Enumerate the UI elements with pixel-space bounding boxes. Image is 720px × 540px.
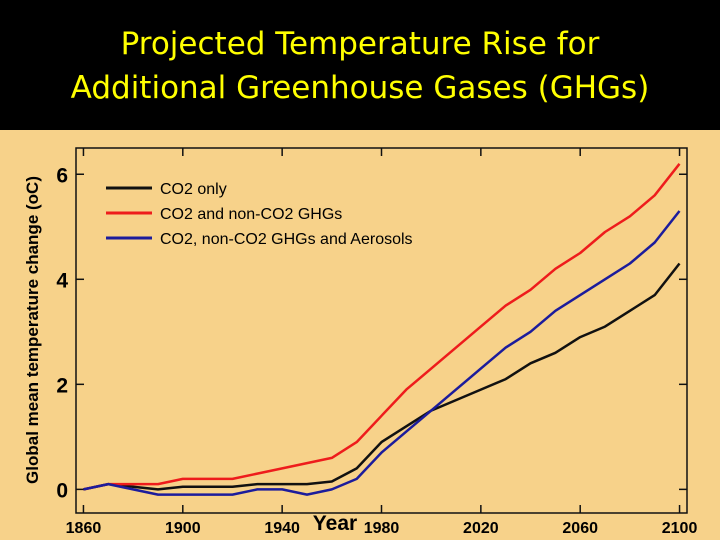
slide-title-line-1: Projected Temperature Rise for: [120, 26, 600, 62]
x-tick-label: 2100: [662, 520, 698, 537]
legend: CO2 only CO2 and non-CO2 GHGs CO2, non-C…: [106, 181, 413, 248]
x-tick-label: 2020: [463, 520, 499, 537]
y-axis-label: Global mean temperature change (oC): [23, 176, 42, 484]
series-lines: [83, 163, 681, 496]
y-tick-label: 2: [56, 374, 68, 397]
legend-label-aerosols: CO2, non-CO2 GHGs and Aerosols: [160, 231, 413, 248]
series-line-co2-non-co2-ghgs-and-aerosols: [83, 210, 681, 496]
slide-title: Projected Temperature Rise for Additiona…: [0, 0, 720, 128]
legend-label-co2-non-co2: CO2 and non-CO2 GHGs: [160, 206, 342, 223]
axis-ticks: 1860 1900 1940 1980 2020 2060 2100 0 2 4 6: [56, 148, 697, 537]
chart-figure: 1860 1900 1940 1980 2020 2060 2100 0 2 4 6 Global …: [0, 130, 720, 540]
slide-title-line-2: Additional Greenhouse Gases (GHGs): [70, 70, 650, 106]
y-tick-label: 6: [56, 164, 68, 187]
y-tick-label: 0: [56, 479, 68, 502]
series-line-co2-only: [83, 262, 681, 491]
y-tick-label: 4: [56, 269, 68, 292]
x-tick-label: 1860: [66, 520, 102, 537]
x-tick-label: 1900: [165, 520, 201, 537]
x-tick-label: 1980: [364, 520, 400, 537]
series-line-co2-and-non-co2-ghgs: [83, 163, 681, 491]
x-tick-label: 1940: [264, 520, 300, 537]
temperature-chart: 1860 1900 1940 1980 2020 2060 2100 0 2 4 6 Global …: [23, 147, 697, 537]
x-tick-label: 2060: [562, 520, 598, 537]
x-axis-label: Year: [313, 512, 357, 535]
legend-label-co2-only: CO2 only: [160, 181, 227, 198]
